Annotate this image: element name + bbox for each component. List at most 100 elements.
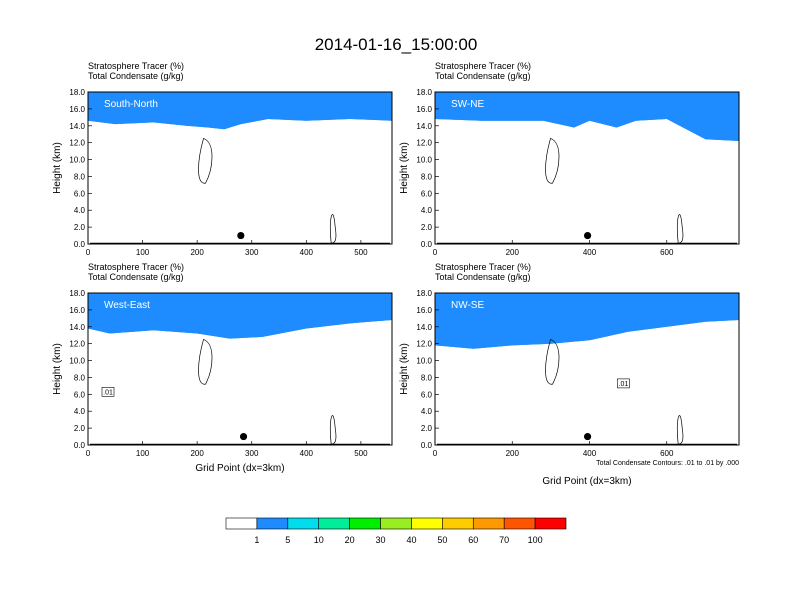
condensate-contour bbox=[329, 214, 337, 244]
condensate-contour bbox=[545, 338, 560, 385]
x-tick-label: 500 bbox=[354, 248, 368, 257]
x-tick-label: 0 bbox=[433, 449, 438, 458]
x-tick-label: 200 bbox=[190, 248, 204, 257]
plot-frame bbox=[434, 91, 740, 245]
colorbar-label: 5 bbox=[285, 535, 290, 545]
x-tick-label: 100 bbox=[136, 449, 150, 458]
panel-title-line: Total Condensate (g/kg) bbox=[435, 272, 531, 282]
contour-label-box bbox=[617, 378, 630, 389]
tracer-band-9 bbox=[435, 92, 739, 141]
contour-label: .01 bbox=[619, 381, 629, 388]
panel-title-line: Total Condensate (g/kg) bbox=[88, 272, 184, 282]
y-tick-label: 10.0 bbox=[416, 156, 432, 165]
panel-title-line: Stratosphere Tracer (%) bbox=[435, 61, 531, 71]
colorbar-swatch bbox=[318, 517, 350, 530]
x-tick-label: 400 bbox=[583, 449, 597, 458]
colorbar-label: 40 bbox=[406, 535, 416, 545]
colorbar-swatch bbox=[503, 517, 536, 530]
y-tick-label: 18.0 bbox=[416, 88, 432, 97]
panel-label: NW-SE bbox=[451, 300, 484, 311]
tracer-band-9 bbox=[88, 92, 392, 130]
colorbar-swatch bbox=[256, 517, 289, 530]
condensate-contours bbox=[437, 137, 737, 244]
x-tick-label: 200 bbox=[190, 449, 204, 458]
colorbar-swatch bbox=[287, 517, 320, 530]
panel-title-line: Total Condensate (g/kg) bbox=[435, 71, 531, 81]
location-marker bbox=[239, 432, 248, 441]
y-tick-label: 12.0 bbox=[69, 340, 85, 349]
y-tick-label: 12.0 bbox=[69, 139, 85, 148]
colorbar-swatch bbox=[472, 517, 505, 530]
x-tick-label: 300 bbox=[245, 449, 259, 458]
y-tick-label: 6.0 bbox=[74, 189, 86, 198]
y-tick-label: 4.0 bbox=[74, 206, 86, 215]
y-tick-label: 8.0 bbox=[421, 172, 433, 181]
plot-area bbox=[435, 92, 739, 244]
location-marker bbox=[583, 432, 592, 441]
condensate-contour bbox=[329, 415, 337, 445]
x-tick-label: 400 bbox=[300, 248, 314, 257]
x-tick-label: 200 bbox=[506, 248, 520, 257]
colorbar-swatch bbox=[349, 517, 381, 530]
y-tick-label: 10.0 bbox=[69, 357, 85, 366]
figure-title: 2014-01-16_15:00:00 bbox=[315, 35, 478, 54]
x-tick-label: 0 bbox=[433, 248, 438, 257]
y-tick-label: 4.0 bbox=[421, 407, 433, 416]
y-tick-label: 12.0 bbox=[416, 139, 432, 148]
colorbar-label: 10 bbox=[314, 535, 324, 545]
y-tick-label: 10.0 bbox=[416, 357, 432, 366]
plot-area: .01 bbox=[435, 293, 739, 445]
plot-area bbox=[88, 92, 392, 244]
x-tick-label: 400 bbox=[583, 248, 597, 257]
y-axis-label: Height (km) bbox=[52, 343, 63, 395]
panel-sw-ne: SW-NE Stratosphere Tracer (%)Total Conden… bbox=[399, 61, 740, 257]
panel-label: SW-NE bbox=[451, 99, 484, 110]
colorbar: 1 5 10 20 30 40 50 60 70 100 bbox=[225, 517, 567, 545]
y-axis-label: Height (km) bbox=[399, 142, 410, 194]
y-tick-label: 14.0 bbox=[69, 122, 85, 131]
colorbar-label: 70 bbox=[499, 535, 509, 545]
colorbar-label: 50 bbox=[437, 535, 447, 545]
contour-footnote: Total Condensate Contours: .01 to .01 by… bbox=[596, 460, 739, 467]
condensate-contour bbox=[545, 137, 560, 184]
plot-frame bbox=[87, 91, 393, 245]
colorbar-swatch bbox=[380, 517, 412, 530]
y-tick-label: 16.0 bbox=[69, 105, 85, 114]
y-tick-label: 14.0 bbox=[416, 122, 432, 131]
tracer-band-9 bbox=[88, 293, 392, 339]
y-tick-label: 12.0 bbox=[416, 340, 432, 349]
y-tick-label: 18.0 bbox=[416, 289, 432, 298]
panel-south-north: South-North Stratosphere Tracer (%)Total … bbox=[52, 61, 393, 257]
y-tick-label: 8.0 bbox=[74, 373, 86, 382]
colorbar-swatch bbox=[442, 517, 474, 530]
condensate-contours bbox=[90, 338, 390, 445]
panel-title-line: Stratosphere Tracer (%) bbox=[435, 262, 531, 272]
contour-label: .01 bbox=[103, 389, 113, 396]
y-tick-label: 0.0 bbox=[74, 441, 86, 450]
colorbar-label: 1 bbox=[254, 535, 259, 545]
x-tick-label: 300 bbox=[245, 248, 259, 257]
x-tick-label: 600 bbox=[660, 248, 674, 257]
colorbar-swatch bbox=[534, 517, 567, 530]
y-tick-label: 6.0 bbox=[421, 189, 433, 198]
y-tick-label: 2.0 bbox=[421, 223, 433, 232]
y-tick-label: 2.0 bbox=[74, 223, 86, 232]
y-tick-label: 4.0 bbox=[74, 407, 86, 416]
x-axis-label: Grid Point (dx=3km) bbox=[542, 476, 631, 487]
colorbar-swatch bbox=[411, 517, 443, 530]
panel-label: West-East bbox=[104, 300, 150, 311]
y-tick-label: 8.0 bbox=[421, 373, 433, 382]
colorbar-label: 20 bbox=[345, 535, 355, 545]
panel-west-east: .01 West-East Stratosphere Tracer (%)Total… bbox=[52, 262, 393, 474]
condensate-contour bbox=[198, 338, 213, 385]
condensate-contours bbox=[437, 338, 737, 445]
contour-label-box bbox=[101, 387, 115, 397]
x-axis-label: Grid Point (dx=3km) bbox=[195, 463, 284, 474]
x-tick-label: 200 bbox=[506, 449, 520, 458]
y-axis-label: Height (km) bbox=[52, 142, 63, 194]
colorbar-swatch bbox=[225, 517, 258, 530]
colorbar-label: 100 bbox=[528, 535, 543, 545]
location-marker bbox=[583, 231, 592, 240]
